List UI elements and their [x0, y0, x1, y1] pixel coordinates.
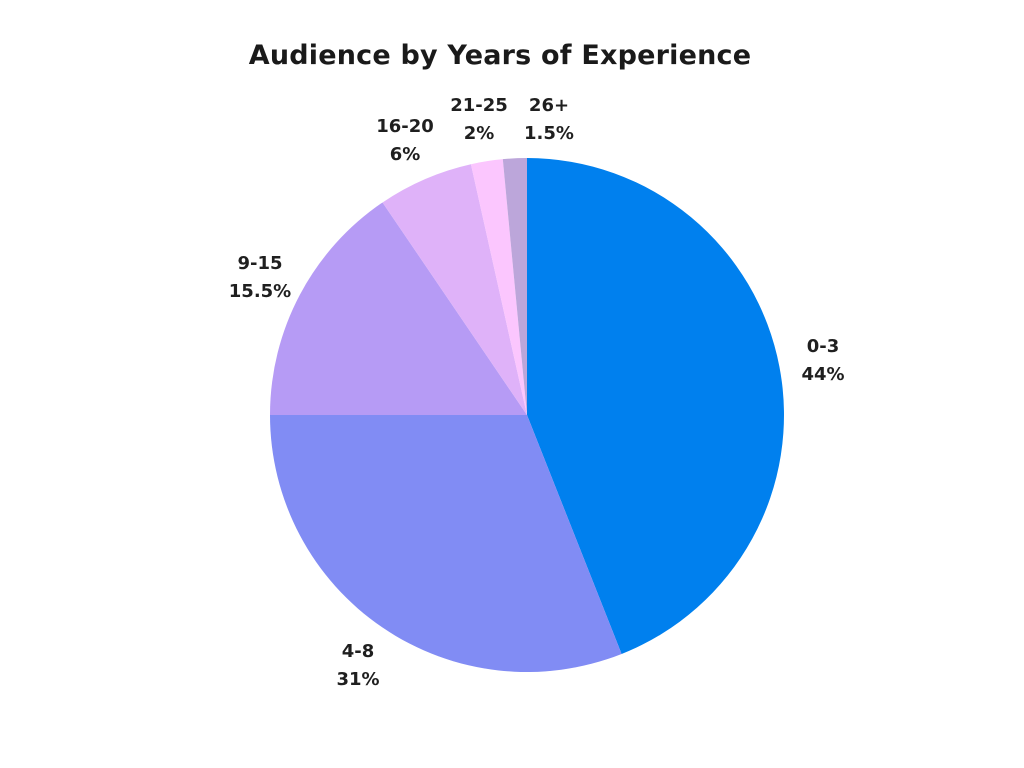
slice-value-label: 31%	[336, 669, 379, 690]
slice-category-label: 0-3	[807, 336, 840, 357]
slice-value-label: 15.5%	[229, 281, 291, 302]
slice-value-label: 44%	[801, 364, 844, 385]
slice-value-label: 6%	[390, 144, 421, 165]
slice-category-label: 26+	[529, 95, 569, 116]
slice-category-label: 16-20	[376, 116, 434, 137]
pie-labels: 0-3 44% 4-8 31% 9-15 15.5% 16-20 6% 21-25 2% 26+ 1.…	[229, 95, 845, 690]
chart-title: Audience by Years of Experience	[248, 40, 752, 71]
pie-slice-16-20	[382, 164, 527, 415]
slice-category-label: 4-8	[342, 641, 375, 662]
slice-value-label: 1.5%	[524, 123, 574, 144]
slice-value-label: 2%	[464, 123, 495, 144]
pie-slice-0-3	[527, 158, 784, 654]
slice-category-label: 9-15	[237, 253, 282, 274]
pie-slice-4-8	[270, 415, 622, 672]
pie-slices	[270, 158, 784, 672]
slice-category-label: 21-25	[450, 95, 508, 116]
pie-slice-26plus	[502, 158, 527, 415]
pie-slice-21-25	[470, 159, 527, 415]
pie-slice-9-15	[270, 202, 527, 415]
